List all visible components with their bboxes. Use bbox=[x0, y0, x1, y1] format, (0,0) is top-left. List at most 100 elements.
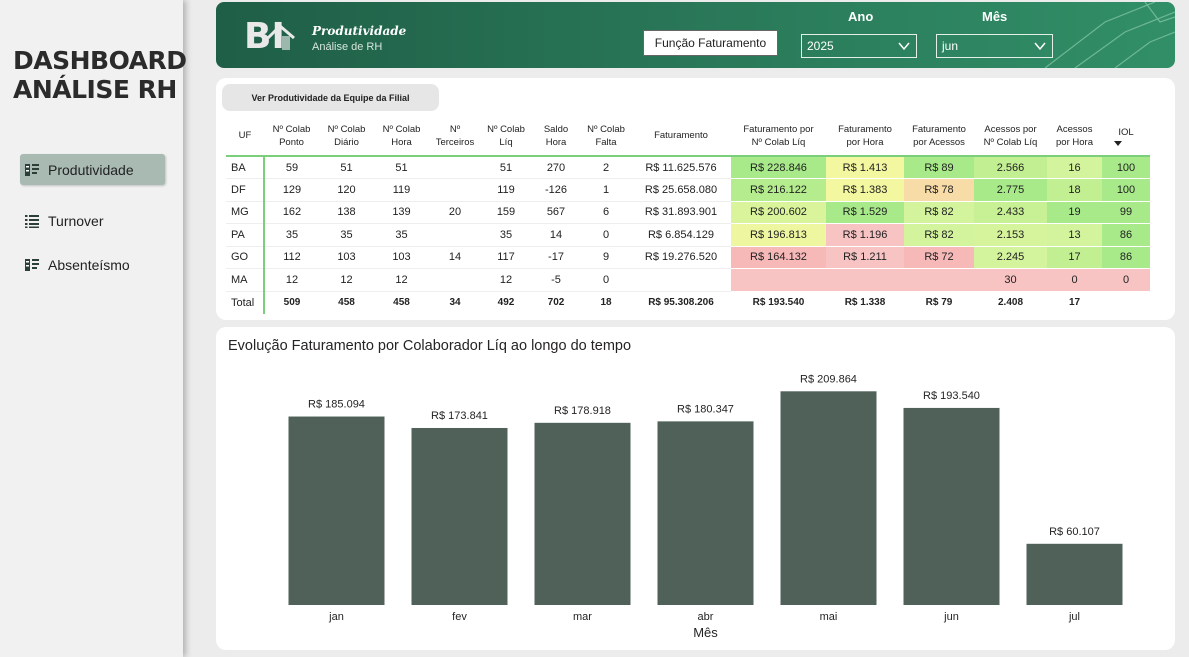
column-header[interactable]: Saldo Hora bbox=[531, 116, 581, 157]
table-cell: R$ 1.413 bbox=[826, 156, 904, 179]
bar-jul[interactable] bbox=[1026, 543, 1123, 605]
table-cell: R$ 82 bbox=[904, 201, 974, 224]
chart-title: Evolução Faturamento por Colaborador Líq… bbox=[228, 338, 632, 354]
x-tick-label: mar bbox=[573, 611, 592, 623]
table-row[interactable]: GO 112 103 103 14 117 -17 9 R$ 19.276.520 R$ 164.… bbox=[226, 246, 1150, 269]
sort-desc-icon[interactable] bbox=[1114, 140, 1122, 146]
column-header-label: Hora bbox=[391, 136, 412, 148]
year-value: 2025 bbox=[807, 39, 834, 53]
table-cell: 99 bbox=[1102, 201, 1150, 224]
total-cell: 458 bbox=[393, 297, 410, 308]
column-header-label: Diário bbox=[334, 136, 359, 148]
table-cell: R$ 19.276.520 bbox=[631, 246, 731, 269]
sidebar-item-produtividade[interactable]: Produtividade bbox=[20, 154, 165, 185]
table-cell: 119 bbox=[374, 178, 429, 202]
total-cell: 18 bbox=[600, 297, 612, 308]
column-header-label: Nº bbox=[449, 123, 461, 135]
table-row[interactable]: DF 129 120 119 119 -126 1 R$ 25.658.080 R$ 216.1… bbox=[226, 178, 1150, 202]
table-cell: 17 bbox=[1047, 246, 1102, 269]
sidebar-title-line2: ANÁLISE RH bbox=[13, 75, 177, 104]
column-header-label: UF bbox=[238, 130, 252, 141]
column-header[interactable]: Nº Colab Falta bbox=[581, 116, 631, 157]
sidebar-item-absenteismo[interactable]: Absenteísmo bbox=[20, 249, 165, 280]
total-cell bbox=[1102, 291, 1150, 314]
x-tick-label: abr bbox=[698, 611, 714, 623]
bar-mai[interactable] bbox=[780, 391, 877, 605]
sidebar-item-turnover[interactable]: Turnover bbox=[20, 205, 165, 236]
table-row[interactable]: MA 12 12 12 12 -5 0 30 0 0 bbox=[226, 268, 1150, 292]
total-cell: R$ 79 bbox=[925, 297, 953, 308]
table-cell: -17 bbox=[531, 246, 581, 269]
bar-jun[interactable] bbox=[903, 407, 1000, 605]
table-cell bbox=[904, 268, 974, 292]
table-cell: 14 bbox=[429, 246, 481, 269]
table-cell: 12 bbox=[264, 268, 319, 292]
table-cell: 2.433 bbox=[974, 201, 1047, 224]
table-cell: 2.775 bbox=[974, 178, 1047, 202]
x-tick-label: jan bbox=[328, 611, 344, 623]
column-header[interactable]: Acessos por Hora bbox=[1047, 116, 1102, 157]
header-banner: BI Produtividade Análise de RH Função Fa… bbox=[216, 2, 1175, 68]
data-label: R$ 178.918 bbox=[554, 405, 611, 417]
table-cell: 35 bbox=[264, 223, 319, 247]
total-cell: R$ 95.308.206 bbox=[648, 297, 714, 308]
table-cell: R$ 196.813 bbox=[731, 223, 826, 247]
total-cell: 492 bbox=[497, 297, 515, 308]
column-header[interactable]: Acessos por Nº Colab Líq bbox=[974, 116, 1047, 157]
table-cell: 19 bbox=[1047, 201, 1102, 224]
table-cell bbox=[429, 223, 481, 247]
column-header[interactable]: Nº Colab Hora bbox=[374, 116, 429, 157]
column-header-label: por Hora bbox=[1056, 136, 1093, 148]
uf-cell: MA bbox=[226, 268, 265, 292]
uf-cell: BA bbox=[226, 156, 265, 179]
table-cell: R$ 25.658.080 bbox=[631, 178, 731, 202]
chevron-down-icon bbox=[1034, 42, 1046, 51]
team-productivity-button[interactable]: Ver Produtividade da Equipe da Filial bbox=[222, 84, 439, 111]
column-header[interactable]: IOL bbox=[1102, 116, 1150, 157]
table-cell: 103 bbox=[374, 246, 429, 269]
table-cell: 117 bbox=[481, 246, 531, 269]
column-header[interactable]: Faturamento por Hora bbox=[826, 116, 904, 157]
bar-abr[interactable] bbox=[657, 421, 754, 605]
table-cell: 129 bbox=[264, 178, 319, 202]
year-label: Ano bbox=[848, 9, 874, 24]
year-select[interactable]: 2025 bbox=[801, 34, 917, 58]
column-header[interactable]: Faturamento por Acessos bbox=[904, 116, 974, 157]
total-cell: 458 bbox=[338, 297, 355, 308]
sidebar-item-label: Turnover bbox=[48, 212, 104, 229]
function-faturamento-button[interactable]: Função Faturamento bbox=[643, 30, 778, 56]
table-cell: 2.566 bbox=[974, 156, 1047, 179]
table-cell: 0 bbox=[581, 223, 631, 247]
productivity-table-card: Ver Produtividade da Equipe da Filial UF… bbox=[216, 78, 1175, 320]
table-row[interactable]: MG 162 138 139 20 159 567 6 R$ 31.893.901 R$ 200.… bbox=[226, 201, 1150, 224]
column-header[interactable]: Nº Terceiros bbox=[429, 116, 481, 157]
bar-fev[interactable] bbox=[411, 427, 508, 605]
table-cell: 13 bbox=[1047, 223, 1102, 247]
total-cell: 17 bbox=[1068, 297, 1081, 308]
column-header-label: Terceiros bbox=[435, 136, 475, 148]
bar-jan[interactable] bbox=[288, 416, 385, 605]
column-header[interactable]: Nº Colab Líq bbox=[481, 116, 531, 157]
table-cell: 14 bbox=[531, 223, 581, 247]
column-header-label: Faturamento bbox=[912, 123, 966, 135]
column-header[interactable]: Faturamento bbox=[631, 116, 731, 157]
bar-mar[interactable] bbox=[534, 422, 631, 605]
month-select[interactable]: jun bbox=[936, 34, 1053, 58]
table-cell: 51 bbox=[481, 156, 531, 179]
table-cell: 103 bbox=[319, 246, 374, 269]
column-header[interactable]: Nº Colab Ponto bbox=[264, 116, 319, 157]
table-cell: 51 bbox=[319, 156, 374, 179]
month-label: Mês bbox=[982, 9, 1008, 24]
table-cell: 18 bbox=[1047, 178, 1102, 202]
column-header[interactable]: Nº Colab Diário bbox=[319, 116, 374, 157]
total-cell: R$ 1.338 bbox=[844, 297, 886, 308]
column-header[interactable]: Faturamento por Nº Colab Líq bbox=[731, 116, 826, 157]
table-cell: R$ 78 bbox=[904, 178, 974, 202]
table-cell: 20 bbox=[429, 201, 481, 224]
table-cell: 567 bbox=[531, 201, 581, 224]
table-row[interactable]: PA 35 35 35 35 14 0 R$ 6.854.129 R$ 196.813 R$ 1.… bbox=[226, 223, 1150, 247]
table-row[interactable]: BA 59 51 51 51 270 2 R$ 11.625.576 R$ 228.846 R$ … bbox=[226, 156, 1150, 179]
column-header[interactable]: UF bbox=[226, 116, 264, 157]
decorative-lines bbox=[1045, 2, 1175, 68]
column-header-label: Faturamento bbox=[654, 130, 708, 141]
